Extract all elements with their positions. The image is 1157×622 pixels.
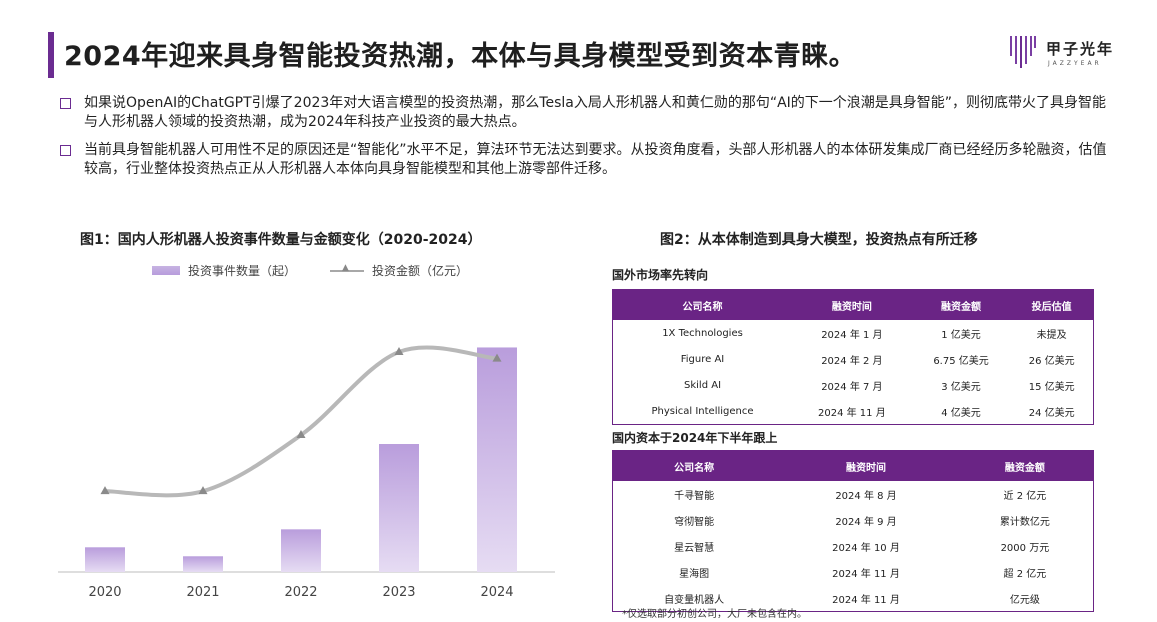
table-cell: 2024 年 11 月	[832, 594, 900, 606]
bullet-text: 当前具身智能机器人可用性不足的原因还是“智能化”水平不足，算法环节无法达到要求。…	[84, 142, 1107, 177]
legend-line-label: 投资金额（亿元）	[372, 264, 469, 278]
table-row: 自变量机器人 2024 年 11 月 亿元级	[613, 585, 1094, 612]
page-title: 2024年迎来具身智能投资热潮，本体与具身模型受到资本青睐。	[64, 41, 857, 72]
table-cell: 2024 年 1 月	[821, 329, 883, 341]
table-row: 穹彻智能 2024 年 9 月 累计数亿元	[613, 507, 1094, 533]
table-cell: Physical Intelligence	[651, 405, 754, 417]
table-header-cell: 融资金额	[911, 289, 1011, 320]
bar-2020	[85, 547, 125, 572]
x-tick-label: 2024	[480, 585, 513, 600]
table-cell: 亿元级	[1009, 594, 1040, 606]
table-cell: 超 2 亿元	[1003, 568, 1047, 580]
table-cell: 穹彻智能	[674, 516, 715, 528]
chart-legend: 投资事件数量（起） 投资金额（亿元）	[152, 262, 468, 279]
table-cell: 4 亿美元	[941, 407, 981, 419]
overseas-funding-table: 公司名称 融资时间 融资金额 投后估值 1X Technologies 2024 …	[612, 289, 1094, 425]
table-cell: 2024 年 10 月	[832, 542, 900, 554]
table-cell: 千寻智能	[674, 490, 715, 502]
table-cell: 2024 年 8 月	[835, 490, 897, 502]
bullet-text: 如果说OpenAI的ChatGPT引爆了2023年对大语言模型的投资热潮，那么T…	[84, 95, 1107, 130]
legend-line-swatch	[330, 263, 365, 275]
table1-subtitle: 国外市场率先转向	[612, 268, 709, 282]
line-marker-2020	[100, 486, 110, 495]
table-header-cell: 融资时间	[775, 450, 957, 481]
table-cell: 1X Technologies	[662, 327, 743, 339]
investment-chart: 2020 2021 2022 2023 2024	[58, 345, 555, 600]
x-tick-label: 2023	[382, 585, 415, 600]
table-cell: 3 亿美元	[941, 381, 981, 393]
table-cell: Figure AI	[680, 353, 725, 365]
table-row: 千寻智能 2024 年 8 月 近 2 亿元	[613, 481, 1094, 507]
table-header-row: 公司名称 融资时间 融资金额 投后估值	[612, 289, 1094, 320]
line-marker-2021	[198, 486, 208, 495]
brand-logo: 甲子光年 JAZZYEAR	[1008, 34, 1118, 74]
table-row: 星云智慧 2024 年 10 月 2000 万元	[613, 533, 1094, 559]
table-cell: Skild AI	[684, 379, 722, 391]
bullet-square-icon	[60, 145, 71, 156]
table-cell: 2024 年 9 月	[835, 516, 897, 528]
table-row: Figure AI 2024 年 2 月 6.75 亿美元 26 亿美元	[613, 346, 1094, 372]
table-cell: 6.75 亿美元	[933, 355, 989, 367]
table-cell: 星云智慧	[674, 542, 715, 554]
table-cell: 24 亿美元	[1028, 407, 1075, 419]
logo-text: 甲子光年	[1046, 40, 1115, 58]
table-row: 1X Technologies 2024 年 1 月 1 亿美元 未提及	[613, 320, 1094, 346]
table-header-cell: 融资金额	[956, 450, 1094, 481]
table-cell: 2024 年 2 月	[821, 355, 883, 367]
bullet-item: 当前具身智能机器人可用性不足的原因还是“智能化”水平不足，算法环节无法达到要求。…	[60, 141, 1120, 179]
bullet-list: 如果说OpenAI的ChatGPT引爆了2023年对大语言模型的投资热潮，那么T…	[60, 94, 1120, 188]
bar-2021	[183, 556, 223, 572]
table-cell: 星海图	[679, 568, 710, 580]
bar-2022	[281, 529, 321, 572]
table-cell: 15 亿美元	[1028, 381, 1075, 393]
x-tick-label: 2020	[88, 585, 121, 600]
table-cell: 近 2 亿元	[1003, 490, 1047, 502]
legend-bar-swatch	[152, 266, 180, 275]
table-header-cell: 融资时间	[792, 289, 912, 320]
table-cell: 2024 年 7 月	[821, 381, 883, 393]
x-tick-label: 2022	[284, 585, 317, 600]
table-row: Physical Intelligence 2024 年 11 月 4 亿美元 24 …	[613, 398, 1094, 425]
table-cell: 1 亿美元	[941, 329, 981, 341]
table-cell: 未提及	[1036, 329, 1067, 341]
bullet-item: 如果说OpenAI的ChatGPT引爆了2023年对大语言模型的投资热潮，那么T…	[60, 94, 1120, 132]
table-cell: 2024 年 11 月	[832, 568, 900, 580]
bar-2023	[379, 444, 419, 572]
logo-icon	[1010, 36, 1036, 68]
table-cell: 2000 万元	[1000, 542, 1050, 554]
table-header-cell: 公司名称	[612, 289, 793, 320]
logo-subtext: JAZZYEAR	[1048, 60, 1102, 67]
domestic-funding-table: 公司名称 融资时间 融资金额 千寻智能 2024 年 8 月 近 2 亿元穹彻智能 2…	[612, 450, 1094, 612]
figure2-title: 图2：从本体制造到具身大模型，投资热点有所迁移	[660, 232, 978, 248]
line-marker-2022	[296, 430, 306, 439]
table-header-cell: 公司名称	[612, 450, 776, 481]
table-cell: 26 亿美元	[1028, 355, 1075, 367]
bar-2024	[477, 347, 517, 572]
legend-bar-label: 投资事件数量（起）	[188, 264, 297, 278]
table2-subtitle: 国内资本于2024年下半年跟上	[612, 431, 778, 445]
line-marker-2023	[394, 346, 404, 355]
amount-line	[103, 345, 499, 498]
line-marker-2024	[492, 353, 502, 362]
table-row: 星海图 2024 年 11 月 超 2 亿元	[613, 559, 1094, 585]
table-row: Skild AI 2024 年 7 月 3 亿美元 15 亿美元	[613, 372, 1094, 398]
footnote: *仅选取部分初创公司，大厂未包含在内。	[622, 609, 807, 620]
title-accent-bar	[48, 32, 54, 78]
x-tick-label: 2021	[186, 585, 219, 600]
table-header-cell: 投后估值	[1010, 289, 1094, 320]
table-cell: 2024 年 11 月	[818, 407, 886, 419]
bullet-square-icon	[60, 98, 71, 109]
figure1-title: 图1：国内人形机器人投资事件数量与金额变化（2020-2024）	[80, 232, 482, 248]
table-header-row: 公司名称 融资时间 融资金额	[612, 450, 1094, 481]
table-cell: 自变量机器人	[664, 594, 725, 606]
table-cell: 累计数亿元	[999, 516, 1050, 528]
